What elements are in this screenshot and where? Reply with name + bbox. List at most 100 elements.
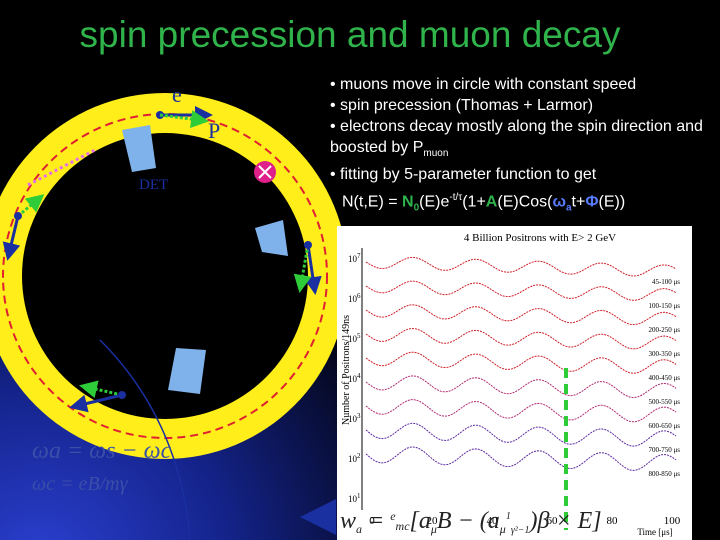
positron-track [27, 148, 96, 187]
formula-part: γ²−1 [511, 525, 530, 536]
spin-vector [17, 194, 45, 218]
y-tick-exp: 7 [357, 252, 361, 260]
formula-part: (1+ [462, 193, 486, 211]
fit-formula: N(t,E) = N0(E)e-t/τ(1+A(E)Cos(ωat+Φ(E)) [342, 192, 625, 214]
muon [118, 391, 126, 399]
formula-part: A [485, 193, 498, 211]
wiggle-curve [365, 304, 677, 326]
momentum-vector [303, 244, 322, 295]
bullet: • spin precession (Thomas + Larmor) [330, 95, 720, 116]
detector-label: DET [139, 177, 168, 193]
omega-a-formula: ωa = ωs − ωc [32, 438, 172, 464]
formula-part: )β × E] [528, 508, 602, 534]
y-tick-base: 10 [348, 414, 358, 424]
wiggle-curve [365, 446, 677, 471]
trajectory [99, 339, 191, 540]
y-tick-exp: 1 [357, 492, 361, 500]
ring-inner [22, 133, 308, 419]
muon [14, 212, 22, 220]
y-tick-label: 104 [348, 372, 361, 384]
formula-part: a [356, 522, 362, 536]
detector [255, 220, 288, 256]
muon [304, 241, 312, 249]
wiggle-curve [365, 327, 677, 350]
y-tick-label: 103 [348, 412, 361, 424]
y-tick-base: 10 [348, 294, 358, 304]
time-window-label: 200-250 μs [648, 326, 680, 334]
spin-vector [159, 110, 209, 128]
y-tick-base: 10 [348, 494, 358, 504]
wiggle-curve [365, 280, 677, 301]
wiggle-curve [365, 422, 677, 447]
orbit [2, 113, 328, 439]
x-axis-label: Time [μs] [637, 527, 672, 537]
polarization-label: P [208, 118, 220, 143]
time-window-label: 500-550 μs [648, 398, 680, 406]
formula-part: mc [396, 519, 411, 533]
time-window-label: 45-100 μs [652, 278, 680, 286]
bullet-text: • electrons decay mostly along the spin … [330, 118, 703, 156]
formula-part: B − (a [437, 508, 500, 534]
y-tick-label: 105 [348, 332, 361, 344]
slide-title: spin precession and muon decay [79, 14, 621, 55]
formula-part: N(t,E) = [342, 193, 403, 211]
formula-part: μ [499, 522, 506, 536]
bullet-list: • muons move in circle with constant spe… [330, 74, 720, 185]
x-tick-label: 100 [664, 515, 681, 527]
formula-part: t+ [571, 193, 586, 211]
plot-background [337, 226, 692, 540]
detector [168, 348, 206, 394]
field-cross [258, 165, 272, 179]
electron-label: e [172, 82, 182, 107]
x-tick-label: 60 [547, 515, 559, 527]
x-tick-label: 40 [487, 515, 499, 527]
y-tick-exp: 2 [357, 452, 361, 460]
bottom-formula: wa = emc[aμB − (aμ1γ²−1)β × E] [340, 508, 602, 536]
momentum-vector [69, 393, 123, 413]
wiggle-curve [365, 351, 677, 374]
y-tick-label: 106 [348, 292, 361, 304]
y-tick-exp: 6 [357, 292, 361, 300]
y-tick-base: 10 [348, 454, 358, 464]
bullet: • electrons decay mostly along the spin … [330, 116, 720, 164]
formula-part: 0 [413, 202, 420, 214]
plot-title: 4 Billion Positrons with E> 2 GeV [464, 232, 616, 244]
y-tick-base: 10 [348, 254, 358, 264]
formula-part: a [565, 202, 572, 214]
y-tick-base: 10 [348, 374, 358, 384]
momentum-vector [2, 215, 21, 261]
formula-part: [a [410, 508, 431, 534]
y-tick-exp: 4 [357, 372, 361, 380]
time-window-label: 300-350 μs [648, 350, 680, 358]
bullet-text: • spin precession (Thomas + Larmor) [330, 97, 594, 114]
bullet: • muons move in circle with constant spe… [330, 74, 720, 95]
time-window-label: 700-750 μs [648, 446, 680, 454]
formula-part: 1 [506, 511, 511, 522]
bullet-text: • fitting by 5-parameter function to get [330, 166, 597, 184]
formula-part: μ [430, 522, 437, 536]
formula-part: ω [552, 193, 566, 211]
wiggle-curve [365, 399, 677, 423]
time-window-label: 600-650 μs [648, 422, 680, 430]
omega-c-formula: ωc = eB/mγ [32, 473, 129, 495]
time-window-label: 100-150 μs [648, 302, 680, 310]
formula-part: e [390, 509, 396, 523]
bullet-subscript: muon [423, 148, 449, 160]
formula-part: -t/τ [449, 192, 463, 203]
formula-part: N [402, 193, 414, 211]
formula-part: w [340, 508, 356, 534]
spin-vector [79, 380, 123, 399]
formula-part: = [362, 508, 390, 534]
formula-part: Φ [585, 193, 599, 211]
y-tick-exp: 3 [357, 412, 361, 420]
y-tick-label: 107 [348, 252, 361, 264]
x-tick-label: 0 [369, 515, 375, 527]
wiggle-curve [365, 256, 677, 277]
bullet: • fitting by 5-parameter function to get [330, 164, 720, 185]
time-window-label: 400-450 μs [648, 374, 680, 382]
y-tick-exp: 5 [357, 332, 361, 340]
wiggle-curve [365, 375, 677, 399]
spin-vector [293, 244, 312, 293]
